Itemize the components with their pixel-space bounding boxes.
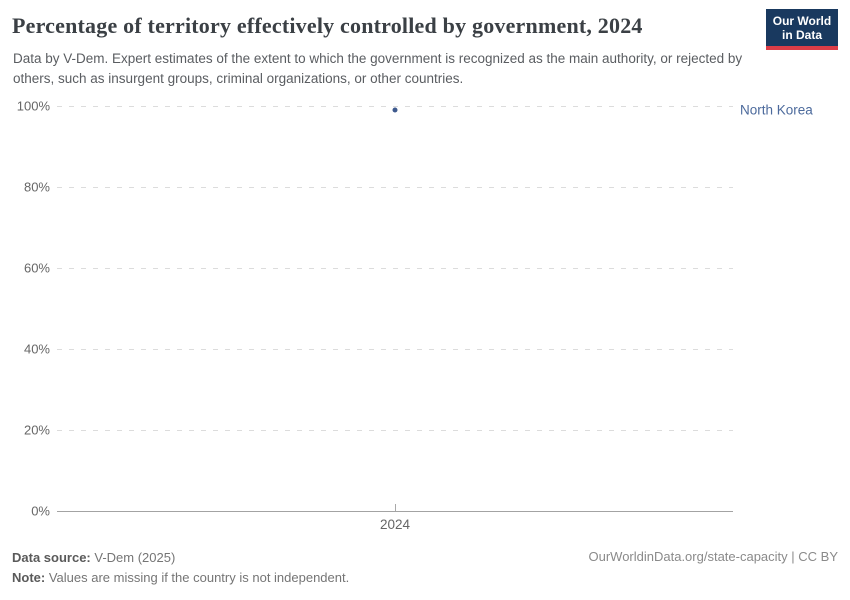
y-tick-label-20: 20% — [23, 422, 50, 438]
owid-logo: Our World in Data — [766, 9, 838, 50]
data-point[interactable] — [392, 107, 398, 113]
gridline-80 — [57, 187, 733, 188]
x-tick-label-2024: 2024 — [379, 517, 411, 532]
y-tick-label-80: 80% — [23, 179, 50, 195]
chart-subtitle: Data by V-Dem. Expert estimates of the e… — [13, 51, 743, 86]
chart-title: Percentage of territory effectively cont… — [12, 13, 643, 38]
series-label-north-korea[interactable]: North Korea — [740, 102, 813, 118]
y-tick-label-60: 60% — [23, 260, 50, 276]
source-label: Data source: — [12, 550, 91, 565]
owid-logo-line2: in Data — [781, 27, 822, 42]
source-value: V-Dem (2025) — [94, 550, 176, 565]
note-value: Values are missing if the country is not… — [48, 570, 350, 585]
x-axis-tick-mark — [395, 504, 396, 511]
note-label: Note: — [12, 570, 46, 585]
y-tick-label-0: 0% — [31, 503, 50, 519]
owid-logo-line1: Our World — [772, 13, 832, 28]
x-axis-line — [57, 511, 733, 512]
attribution-link[interactable]: OurWorldinData.org/state-capacity | CC B… — [588, 549, 838, 564]
note-line: Note: Values are missing if the country … — [12, 568, 349, 588]
gridline-20 — [57, 430, 733, 431]
source-line: Data source: V-Dem (2025) — [12, 548, 349, 568]
gridline-100 — [57, 106, 733, 107]
footer-source-note: Data source: V-Dem (2025) Note: Values a… — [12, 548, 349, 588]
gridline-60 — [57, 268, 733, 269]
plot-area — [57, 106, 733, 512]
y-tick-label-40: 40% — [23, 341, 50, 357]
gridline-40 — [57, 349, 733, 350]
y-tick-label-100: 100% — [16, 98, 50, 114]
